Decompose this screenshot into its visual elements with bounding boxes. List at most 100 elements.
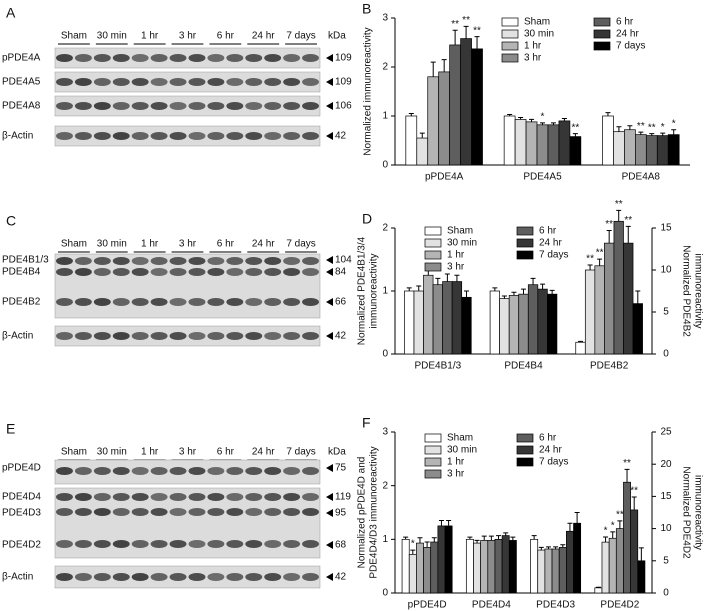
band [207,508,225,516]
bar [444,525,453,594]
band [283,540,301,548]
band [264,508,282,516]
legend-label: 6 hr [539,226,557,237]
error-bar [605,112,611,116]
arrow [326,54,333,62]
band [93,298,111,306]
bar [623,242,634,355]
legend-label: Sham [447,433,473,444]
lane-label: 24 hr [252,447,275,458]
band [131,508,149,516]
significance: * [541,112,545,123]
band-label: PDE4D4 [2,492,41,503]
band [283,508,301,516]
bar [594,587,603,594]
error-bar [431,537,437,543]
error-bar [438,520,444,526]
bar [408,554,417,594]
bar [404,290,415,355]
error-bar [635,290,641,304]
band [302,268,319,276]
bar [537,288,548,355]
band [226,78,244,86]
band [188,332,206,340]
y-tick-label: 3 [382,427,388,438]
band [93,78,111,86]
band [150,467,168,475]
kda-value: 42 [335,331,347,342]
legend-label: 30 min [447,238,477,249]
error-bar [597,258,603,266]
band [207,467,225,475]
axis-title: immunoreactivity [692,253,703,328]
band-label: pPDE4A [2,53,41,64]
legend-swatch [593,17,611,27]
bar [460,38,472,166]
band [56,332,73,340]
error-bar [521,288,526,295]
panel-letter: C [6,213,16,229]
arrow [326,298,333,306]
band [283,78,301,86]
legend-label: 1 hr [524,41,542,52]
band-label: PDE4B2 [2,297,41,308]
bar [508,540,517,594]
band [131,540,149,548]
band [169,573,187,581]
band [283,102,301,110]
bar [575,341,586,355]
bar [573,522,582,594]
band [207,493,225,501]
lane-label: Sham [61,447,87,458]
band [150,573,168,581]
y-tick-label: 0 [382,588,388,599]
band [188,508,206,516]
error-bar [606,230,612,244]
band [150,132,168,140]
band [302,132,319,140]
band [245,257,263,265]
significance: ** [462,15,470,26]
band [264,540,282,548]
band [283,298,301,306]
significance: ** [615,199,623,210]
bar [624,129,636,166]
band [264,573,282,581]
band [188,268,206,276]
band [245,54,263,62]
x-tick-label: pPDE4D [408,600,447,611]
significance: ** [605,219,613,230]
error-bar [603,536,609,543]
band [226,467,244,475]
kda-value: 109 [335,53,352,64]
legend-swatch [516,226,534,236]
kda-value: 119 [335,492,351,503]
band [283,132,301,140]
band [302,298,319,306]
lane-label: 6 hr [217,447,235,458]
band [131,132,149,140]
lane-label: 6 hr [217,239,235,250]
error-bar [561,117,567,121]
error-bar [625,225,631,244]
arrow [326,102,333,110]
y2-tick-label: 20 [660,459,672,470]
error-bar [531,535,537,540]
significance: ** [473,25,481,36]
bar [566,530,574,594]
bar [518,293,529,355]
band [226,540,244,548]
bar [405,115,418,166]
significance: * [604,526,608,537]
blot [54,95,321,117]
legend-label: 24 hr [539,445,562,456]
band [131,78,149,86]
error-bar [430,61,436,77]
error-bar [624,468,630,483]
kda-value: 68 [335,540,347,551]
band [283,268,301,276]
y2-tick-label: 10 [660,523,672,534]
significance: ** [571,122,579,133]
bar [499,298,510,355]
bar [547,293,558,355]
